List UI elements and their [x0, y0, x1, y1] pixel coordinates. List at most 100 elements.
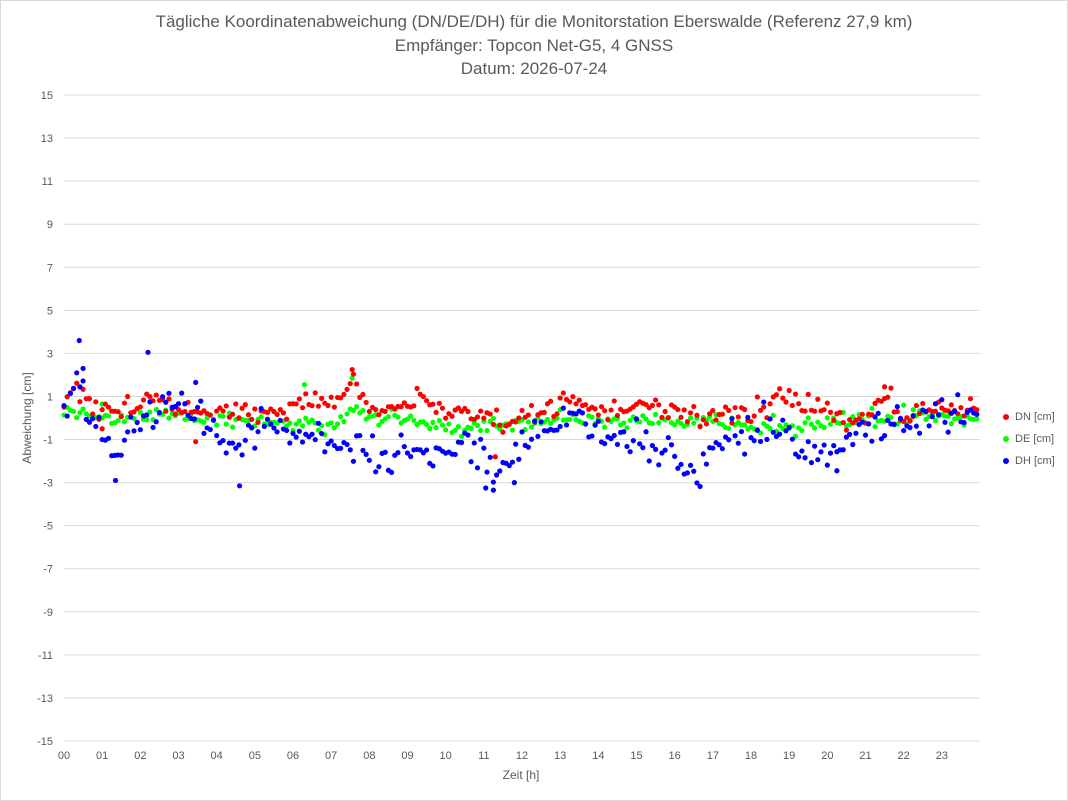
point-dh	[872, 414, 878, 420]
point-dh	[916, 430, 923, 436]
x-tick-label: 20	[821, 750, 833, 762]
point-dn	[872, 400, 878, 406]
point-dh	[185, 412, 191, 418]
point-de	[910, 407, 916, 413]
point-de	[344, 411, 350, 417]
point-dn	[465, 408, 471, 415]
point-dh	[255, 429, 261, 435]
point-dh	[290, 430, 296, 437]
point-de	[544, 416, 551, 423]
point-de	[672, 422, 678, 428]
point-dn	[99, 407, 105, 413]
point-dh	[487, 454, 493, 460]
point-dn	[614, 412, 621, 419]
point-de	[350, 407, 357, 414]
point-dh	[646, 458, 652, 464]
point-de	[589, 414, 595, 420]
point-dn	[163, 408, 169, 414]
point-dh	[236, 483, 243, 489]
point-dn	[373, 406, 379, 413]
point-dn	[598, 404, 605, 410]
point-dh	[242, 437, 248, 443]
point-dh	[665, 434, 671, 441]
gridlines	[64, 94, 980, 742]
point-dn	[916, 410, 923, 417]
point-dh	[67, 390, 73, 397]
point-de	[742, 422, 748, 428]
point-dn	[812, 408, 818, 414]
point-dh	[191, 416, 198, 422]
point-dh	[951, 408, 958, 415]
point-de	[824, 415, 830, 421]
point-dh	[675, 465, 681, 471]
legend-marker-de	[1003, 436, 1009, 442]
point-dh	[754, 427, 760, 433]
x-tick-label: 08	[363, 750, 375, 762]
point-dh	[322, 449, 328, 455]
point-dn	[821, 407, 827, 413]
point-dh	[271, 425, 277, 431]
point-dh	[557, 423, 563, 430]
point-de	[70, 408, 77, 414]
point-dh	[182, 401, 188, 407]
point-dn	[573, 401, 579, 407]
point-de	[395, 414, 401, 420]
point-dh	[796, 454, 802, 460]
point-dh	[668, 442, 675, 448]
point-dh	[554, 427, 560, 433]
point-dh	[112, 477, 119, 484]
point-dn	[608, 407, 614, 413]
point-dn	[233, 401, 239, 407]
point-dn	[722, 404, 729, 410]
point-dh	[156, 409, 163, 416]
point-de	[602, 424, 608, 430]
point-dh	[678, 461, 684, 468]
point-dh	[719, 446, 725, 452]
x-tick-label: 17	[707, 750, 719, 762]
point-dn	[125, 393, 131, 400]
point-dh	[80, 365, 86, 372]
point-dn	[449, 413, 455, 419]
legend-item-dh: DH [cm]	[1003, 455, 1055, 467]
point-dn	[967, 396, 974, 402]
point-dh	[299, 439, 306, 445]
point-dn	[309, 403, 315, 409]
point-dn	[881, 384, 888, 390]
point-dh	[853, 430, 859, 436]
point-dn	[583, 402, 589, 408]
point-dh	[637, 441, 643, 447]
point-de	[455, 423, 461, 430]
point-dn	[675, 406, 681, 413]
point-dh	[509, 459, 516, 465]
x-tick-label: 12	[516, 750, 528, 762]
point-dn	[105, 404, 112, 410]
point-dn	[172, 411, 178, 417]
point-dh	[423, 447, 430, 453]
point-dh	[193, 379, 199, 386]
point-dn	[525, 412, 531, 418]
point-dn	[735, 414, 741, 420]
point-dn	[147, 394, 153, 400]
point-dh	[198, 398, 204, 404]
point-dn	[214, 408, 220, 414]
point-dh	[458, 439, 465, 446]
point-dn	[516, 415, 522, 421]
point-dh	[478, 436, 484, 442]
point-dn	[325, 402, 331, 409]
point-dh	[656, 462, 662, 468]
point-dn	[802, 408, 808, 414]
point-dh	[878, 436, 885, 442]
point-dn	[331, 404, 337, 410]
point-de	[80, 406, 86, 412]
point-de	[458, 433, 465, 439]
point-dh	[277, 417, 283, 424]
point-dh	[621, 429, 627, 435]
point-dh	[751, 438, 757, 444]
point-dh	[128, 414, 134, 420]
point-dn	[713, 417, 719, 423]
point-dh	[528, 436, 535, 442]
point-de	[201, 419, 207, 425]
point-dh	[121, 437, 128, 443]
point-dh	[468, 459, 474, 465]
point-de	[474, 422, 481, 429]
